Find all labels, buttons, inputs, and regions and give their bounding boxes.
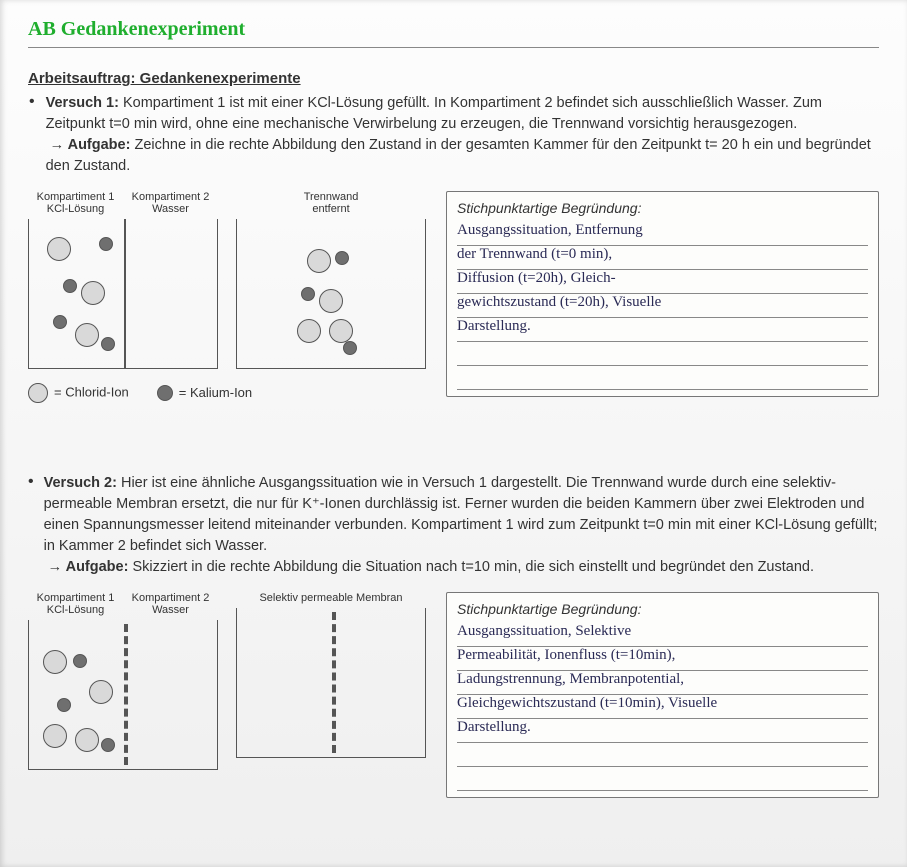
chlorid-ion-icon bbox=[329, 319, 353, 343]
worksheet-page: AB Gedankenexperiment Arbeitsauftrag: Ge… bbox=[0, 0, 907, 867]
handwriting-line: Diffusion (t=20h), Gleich- bbox=[457, 270, 868, 294]
chlorid-ion-icon bbox=[81, 281, 105, 305]
handwriting-line: Permeabilität, Ionenfluss (t=10min), bbox=[457, 647, 868, 671]
v1-lead-text: Kompartiment 1 ist mit einer KCl-Lösung … bbox=[46, 95, 822, 132]
legend-kalium-text: = Kalium-Ion bbox=[179, 385, 252, 400]
spacer bbox=[28, 403, 879, 473]
chlorid-ion-icon bbox=[43, 724, 67, 748]
v2-experiment-area: Kompartiment 1 KCl-Lösung Kompartiment 2… bbox=[28, 592, 879, 798]
kalium-ion-icon bbox=[101, 738, 115, 752]
chlorid-ion-icon bbox=[319, 289, 343, 313]
handwriting-line bbox=[457, 342, 868, 366]
separator bbox=[124, 624, 128, 765]
kalium-ion-icon bbox=[57, 698, 71, 712]
handwriting-line: Darstellung. bbox=[457, 719, 868, 743]
chlorid-ion-icon bbox=[297, 319, 321, 343]
chlorid-ion-icon bbox=[43, 650, 67, 674]
section-heading: Arbeitsauftrag: Gedankenexperimente bbox=[28, 70, 879, 87]
v2-handwriting: Ausgangssituation, SelektivePermeabilitä… bbox=[457, 623, 868, 791]
handwriting-line: Darstellung. bbox=[457, 318, 868, 342]
legend-kalium: = Kalium-Ion bbox=[157, 385, 252, 402]
v1-right-block: Trennwand entfernt bbox=[236, 191, 426, 369]
page-title: AB Gedankenexperiment bbox=[28, 18, 879, 48]
handwriting-line: Ausgangssituation, Selektive bbox=[457, 623, 868, 647]
v1-handwriting: Ausgangssituation, Entfernungder Trennwa… bbox=[457, 222, 868, 390]
kalium-ion-icon bbox=[335, 251, 349, 265]
v1-task-text: Zeichne in die rechte Abbildung den Zust… bbox=[46, 137, 871, 174]
kalium-ion-icon bbox=[53, 315, 67, 329]
v2-right-block: Selektiv permeable Membran bbox=[236, 592, 426, 770]
separator bbox=[332, 612, 336, 753]
v1-right-label: Trennwand entfernt bbox=[236, 191, 426, 215]
handwriting-line bbox=[457, 767, 868, 791]
handwriting-line: gewichtszustand (t=20h), Visuelle bbox=[457, 294, 868, 318]
chlorid-ion-icon bbox=[75, 323, 99, 347]
handwriting-line: der Trennwand (t=0 min), bbox=[457, 246, 868, 270]
v2-chamber-right bbox=[236, 608, 426, 758]
handwriting-line: Gleichgewichtszustand (t=10min), Visuell… bbox=[457, 695, 868, 719]
v2-chamber-left bbox=[28, 620, 218, 770]
kalium-ion-icon bbox=[63, 279, 77, 293]
v1-experiment-area: Kompartiment 1 KCl-Lösung Kompartiment 2… bbox=[28, 191, 879, 403]
v1-notes-title: Stichpunktartige Begründung: bbox=[457, 200, 868, 216]
chlorid-ion-icon bbox=[307, 249, 331, 273]
kalium-ion-icon bbox=[99, 237, 113, 251]
legend-chlorid-text: = Chlorid-Ion bbox=[54, 385, 129, 400]
v2-lead-label: Versuch 2: bbox=[44, 475, 117, 491]
v1-label-comp2: Kompartiment 2 Wasser bbox=[123, 191, 218, 215]
v2-block: • Versuch 2: Hier ist eine ähnliche Ausg… bbox=[28, 473, 879, 578]
v1-chamber-right bbox=[236, 219, 426, 369]
v1-chamber-left bbox=[28, 219, 218, 369]
v1-diagrams-wrap: Kompartiment 1 KCl-Lösung Kompartiment 2… bbox=[28, 191, 426, 403]
separator bbox=[124, 219, 126, 368]
v2-text: Versuch 2: Hier ist eine ähnliche Ausgan… bbox=[44, 473, 879, 578]
v2-left-block: Kompartiment 1 KCl-Lösung Kompartiment 2… bbox=[28, 592, 218, 770]
kalium-ion-icon bbox=[301, 287, 315, 301]
v2-label-comp2: Kompartiment 2 Wasser bbox=[123, 592, 218, 616]
v1-notes: Stichpunktartige Begründung: Ausgangssit… bbox=[446, 191, 879, 397]
v2-diagrams: Kompartiment 1 KCl-Lösung Kompartiment 2… bbox=[28, 592, 426, 770]
v2-notes-title: Stichpunktartige Begründung: bbox=[457, 601, 868, 617]
v1-left-labels: Kompartiment 1 KCl-Lösung Kompartiment 2… bbox=[28, 191, 218, 215]
v1-diagrams: Kompartiment 1 KCl-Lösung Kompartiment 2… bbox=[28, 191, 426, 369]
handwriting-line: Ausgangssituation, Entfernung bbox=[457, 222, 868, 246]
chlorid-ion-icon bbox=[28, 383, 48, 403]
handwriting-line: Ladungstrennung, Membranpotential, bbox=[457, 671, 868, 695]
v1-lead-label: Versuch 1: bbox=[46, 95, 119, 111]
chlorid-ion-icon bbox=[89, 680, 113, 704]
handwriting-line bbox=[457, 743, 868, 767]
v1-block: • Versuch 1: Kompartiment 1 ist mit eine… bbox=[28, 93, 879, 177]
v2-notes: Stichpunktartige Begründung: Ausgangssit… bbox=[446, 592, 879, 798]
v2-task-label: → Aufgabe: bbox=[48, 559, 129, 575]
legend-chlorid: = Chlorid-Ion bbox=[28, 383, 129, 403]
v2-right-label: Selektiv permeable Membran bbox=[236, 592, 426, 604]
handwriting-line bbox=[457, 366, 868, 390]
v2-task-text: Skizziert in die rechte Abbildung die Si… bbox=[128, 559, 814, 575]
kalium-ion-icon bbox=[343, 341, 357, 355]
v2-left-labels: Kompartiment 1 KCl-Lösung Kompartiment 2… bbox=[28, 592, 218, 616]
v2-lead-text: Hier ist eine ähnliche Ausgangssituation… bbox=[44, 475, 878, 554]
v1-label-comp1: Kompartiment 1 KCl-Lösung bbox=[28, 191, 123, 215]
ion-legend: = Chlorid-Ion = Kalium-Ion bbox=[28, 383, 426, 403]
kalium-ion-icon bbox=[157, 385, 173, 401]
v2-label-comp1: Kompartiment 1 KCl-Lösung bbox=[28, 592, 123, 616]
v1-text: Versuch 1: Kompartiment 1 ist mit einer … bbox=[46, 93, 879, 177]
kalium-ion-icon bbox=[73, 654, 87, 668]
bullet-icon: • bbox=[28, 473, 34, 578]
v1-left-block: Kompartiment 1 KCl-Lösung Kompartiment 2… bbox=[28, 191, 218, 369]
v1-task-label: → Aufgabe: bbox=[50, 137, 131, 153]
chlorid-ion-icon bbox=[47, 237, 71, 261]
bullet-icon: • bbox=[28, 93, 36, 177]
kalium-ion-icon bbox=[101, 337, 115, 351]
chlorid-ion-icon bbox=[75, 728, 99, 752]
